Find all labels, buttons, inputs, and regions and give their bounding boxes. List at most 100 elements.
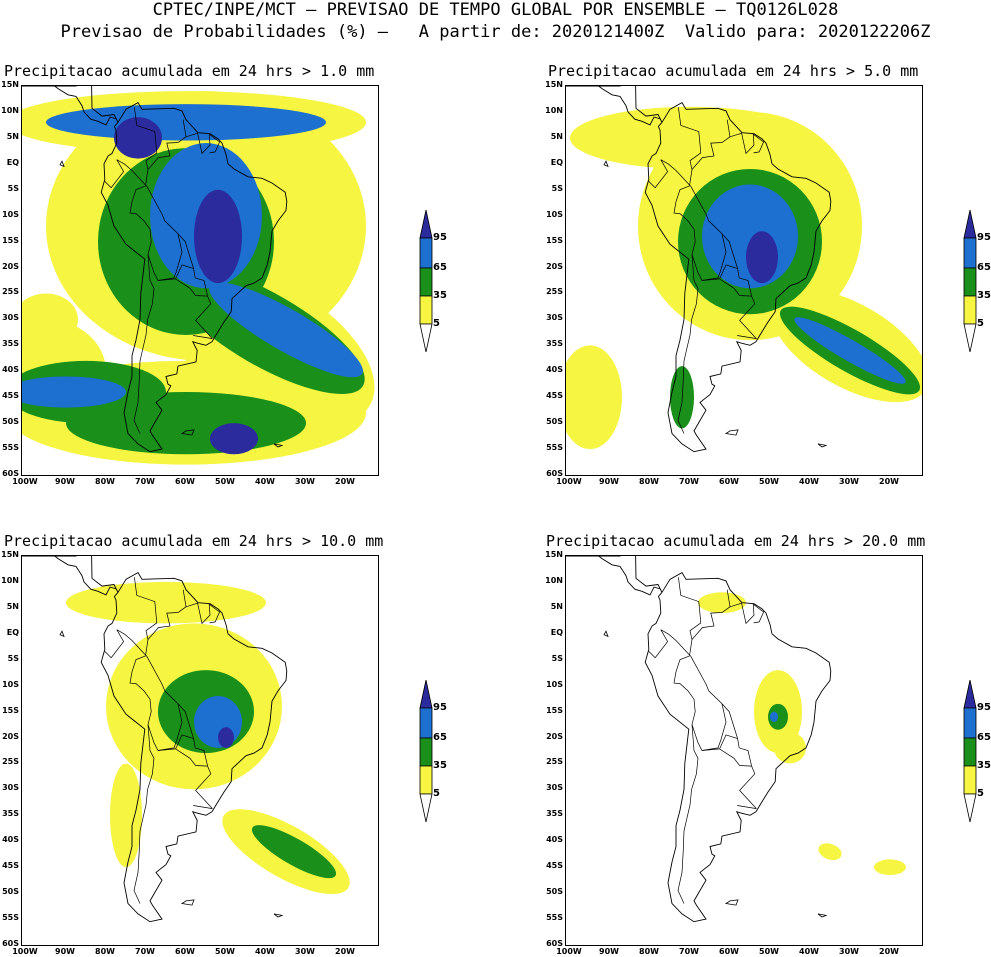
panel-3-legend: 95 65 35 5 xyxy=(419,679,479,830)
lat-label: 5N xyxy=(550,131,563,141)
lon-label: 70W xyxy=(679,477,699,486)
lat-label: 10S xyxy=(2,679,19,689)
lon-label: 30W xyxy=(839,477,859,486)
lat-label: 30S xyxy=(546,313,563,323)
lat-label: 15N xyxy=(545,550,563,559)
map-canvas xyxy=(566,556,906,923)
lat-label: 45S xyxy=(2,391,19,401)
lat-label: 15N xyxy=(1,550,19,559)
lat-label: 40S xyxy=(546,835,563,845)
lat-label: 50S xyxy=(546,417,563,427)
coastline xyxy=(566,86,832,453)
probability-fill xyxy=(566,106,922,450)
panel-4-map xyxy=(565,555,923,946)
lon-label: 40W xyxy=(255,947,275,956)
lon-label: 90W xyxy=(55,477,75,486)
lat-label: 5S xyxy=(7,183,19,193)
lon-label: 20W xyxy=(879,477,899,486)
lon-label: 90W xyxy=(599,947,619,956)
colorbar xyxy=(963,679,977,823)
lat-label: 15N xyxy=(1,80,19,89)
lat-label: 25S xyxy=(2,757,19,767)
lat-label: 40S xyxy=(2,835,19,845)
lon-label: 40W xyxy=(799,477,819,486)
panel-4-legend: 95 65 35 5 xyxy=(963,679,991,830)
legend-label: 95 xyxy=(977,702,991,713)
lat-label: 60S xyxy=(546,469,563,478)
legend-label: 5 xyxy=(977,788,984,799)
lat-label: 60S xyxy=(2,469,19,478)
legend-label: 65 xyxy=(977,732,991,743)
legend-label: 95 xyxy=(977,232,991,243)
legend-label: 35 xyxy=(433,290,447,301)
coastline xyxy=(22,86,288,453)
colorbar xyxy=(419,209,433,353)
lat-label: 35S xyxy=(546,809,563,819)
lat-label: 10N xyxy=(545,105,563,115)
lon-label: 20W xyxy=(879,947,899,956)
lon-label: 60W xyxy=(175,477,195,486)
lon-label: 60W xyxy=(719,477,739,486)
lat-label: 30S xyxy=(2,783,19,793)
colorbar xyxy=(419,679,433,823)
lon-label: 70W xyxy=(135,477,155,486)
lat-label: 40S xyxy=(2,365,19,375)
lat-label: 50S xyxy=(2,887,19,897)
lat-label: 55S xyxy=(2,443,19,453)
lon-label: 50W xyxy=(759,477,779,486)
lat-label: 15N xyxy=(545,80,563,89)
lon-label: 40W xyxy=(799,947,819,956)
lon-label: 30W xyxy=(295,947,315,956)
lat-label: 55S xyxy=(546,443,563,453)
lat-label: 25S xyxy=(2,287,19,297)
lat-label: 15S xyxy=(2,705,19,715)
lon-label: 40W xyxy=(255,477,275,486)
lon-label: 70W xyxy=(135,947,155,956)
lat-label: 40S xyxy=(546,365,563,375)
probability-fill xyxy=(66,581,350,895)
lat-label: 25S xyxy=(546,287,563,297)
legend-label: 65 xyxy=(977,262,991,273)
lon-label: 80W xyxy=(95,947,115,956)
lat-label: 45S xyxy=(546,861,563,871)
lat-label: 35S xyxy=(2,339,19,349)
lon-label: 50W xyxy=(215,947,235,956)
lat-label: 5S xyxy=(551,183,563,193)
panel-3-map xyxy=(21,555,379,946)
map-canvas xyxy=(566,86,922,453)
lat-label: EQ xyxy=(550,627,563,637)
lat-label: 45S xyxy=(2,861,19,871)
lon-label: 100W xyxy=(556,477,582,486)
lon-label: 30W xyxy=(295,477,315,486)
lat-label: 10N xyxy=(545,575,563,585)
lat-label: 55S xyxy=(2,913,19,923)
legend-label: 35 xyxy=(977,760,991,771)
lon-label: 20W xyxy=(335,477,355,486)
lat-label: 15S xyxy=(2,235,19,245)
lat-label: 5N xyxy=(550,601,563,611)
lat-label: EQ xyxy=(6,627,19,637)
lat-label: 10S xyxy=(546,679,563,689)
lon-label: 70W xyxy=(679,947,699,956)
panel-2-title: Precipitacao acumulada em 24 hrs > 5.0 m… xyxy=(548,62,919,80)
legend-label: 5 xyxy=(433,788,440,799)
lat-label: 5S xyxy=(551,653,563,663)
header-title: CPTEC/INPE/MCT – PREVISAO DE TEMPO GLOBA… xyxy=(152,0,839,20)
lat-label: EQ xyxy=(550,157,563,167)
panel-1-legend: 95 65 35 5 xyxy=(419,209,479,360)
lat-label: 20S xyxy=(546,261,563,271)
panel-3-title: Precipitacao acumulada em 24 hrs > 10.0 … xyxy=(4,532,384,550)
lon-label: 50W xyxy=(215,477,235,486)
lon-label: 30W xyxy=(839,947,859,956)
lon-label: 100W xyxy=(12,947,38,956)
legend-label: 95 xyxy=(433,702,447,713)
lat-label: 15S xyxy=(546,235,563,245)
panel-2-legend: 95 65 35 5 xyxy=(963,209,991,360)
map-canvas xyxy=(22,556,350,923)
lon-label: 80W xyxy=(639,477,659,486)
panel-4-title: Precipitacao acumulada em 24 hrs > 20.0 … xyxy=(546,532,926,550)
coastline xyxy=(22,556,288,923)
lat-label: 10S xyxy=(2,209,19,219)
lat-label: 25S xyxy=(546,757,563,767)
map-canvas xyxy=(22,86,375,465)
